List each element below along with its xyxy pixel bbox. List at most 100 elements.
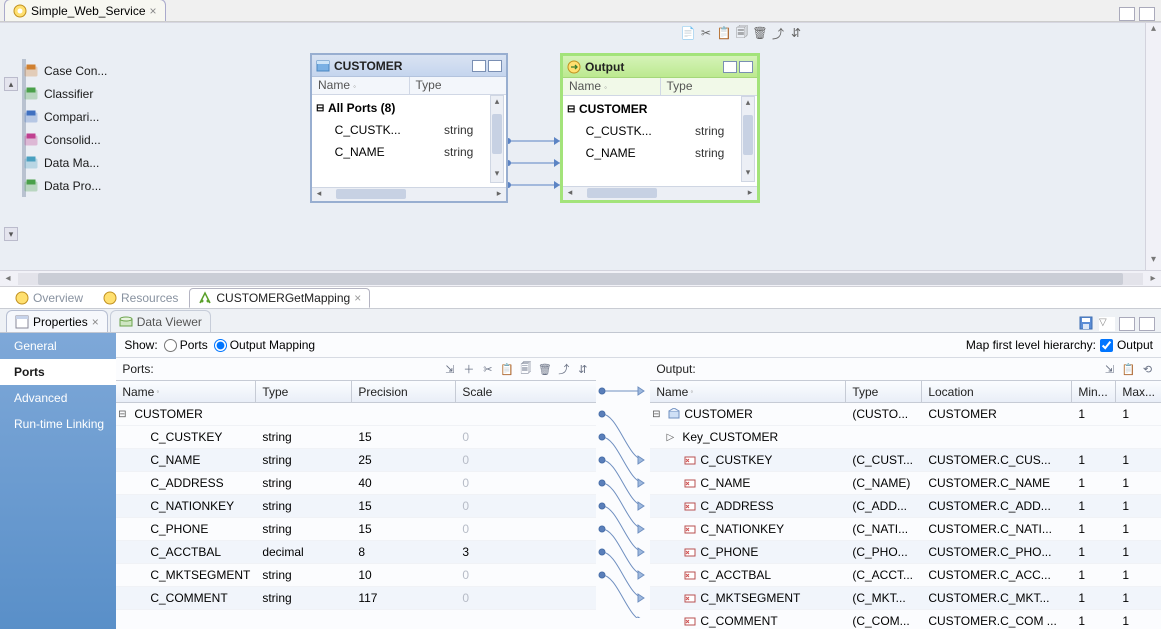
- node-col-type[interactable]: Type: [416, 78, 442, 92]
- output-col-min[interactable]: Min...: [1078, 385, 1107, 399]
- node-group-all-ports[interactable]: All Ports (8): [328, 101, 444, 115]
- node-minimize-icon[interactable]: [723, 61, 737, 73]
- node-row[interactable]: C_NAMEstring: [312, 141, 506, 163]
- canvas-toolbar-button[interactable]: ✂: [698, 25, 714, 41]
- palette-scroll-up[interactable]: ▴: [4, 77, 18, 91]
- toolbar-button[interactable]: 📋: [1121, 362, 1136, 377]
- bottom-tab[interactable]: CUSTOMERGetMapping×: [189, 288, 370, 308]
- view-tab-dataviewer[interactable]: Data Viewer: [110, 310, 211, 332]
- canvas-vscroll[interactable]: ▴▾: [1145, 23, 1161, 270]
- toolbar-button[interactable]: ✂: [480, 362, 495, 377]
- output-group-row[interactable]: ⊟ CUSTOMER (CUSTO... CUSTOMER 1 1: [650, 403, 1161, 426]
- node-vscroll[interactable]: ▴▾: [490, 95, 504, 183]
- node-row[interactable]: C_NAMEstring: [563, 142, 757, 164]
- view-minimize-button[interactable]: [1119, 317, 1135, 331]
- palette-item[interactable]: Consolid...: [20, 128, 154, 151]
- canvas-toolbar-button[interactable]: 🗑: [752, 25, 768, 41]
- ports-col-type[interactable]: Type: [262, 385, 288, 399]
- minimize-button[interactable]: [1119, 7, 1135, 21]
- toolbar-button[interactable]: ＋: [461, 362, 476, 377]
- output-row[interactable]: C_NATIONKEY(C_NATI...CUSTOMER.C_NATI...1…: [650, 518, 1161, 541]
- view-maximize-button[interactable]: [1139, 317, 1155, 331]
- close-icon[interactable]: ×: [150, 4, 157, 18]
- node-col-type[interactable]: Type: [667, 79, 693, 93]
- ports-row[interactable]: C_COMMENTstring1170: [116, 587, 596, 610]
- editor-tab-simple-web-service[interactable]: Simple_Web_Service ×: [4, 0, 166, 21]
- node-hscroll[interactable]: ◂▸: [312, 187, 506, 201]
- output-key-row[interactable]: ▷ Key_CUSTOMER: [650, 426, 1161, 449]
- props-nav-item[interactable]: Advanced: [0, 385, 116, 411]
- toolbar-button[interactable]: ⇵: [575, 362, 590, 377]
- show-output-mapping-radio[interactable]: Output Mapping: [214, 338, 315, 352]
- ports-row[interactable]: C_ACCTBALdecimal83: [116, 541, 596, 564]
- node-hscroll[interactable]: ◂▸: [563, 186, 757, 200]
- view-menu-icon[interactable]: ▽: [1099, 317, 1115, 331]
- output-col-location[interactable]: Location: [928, 385, 973, 399]
- canvas-toolbar-button[interactable]: 📄: [680, 25, 696, 41]
- output-row[interactable]: C_COMMENT(C_COM...CUSTOMER.C_COM ...11: [650, 610, 1161, 629]
- toolbar-button[interactable]: 🗑: [537, 362, 552, 377]
- canvas-toolbar-button[interactable]: 📋: [716, 25, 732, 41]
- ports-row[interactable]: C_NAMEstring250: [116, 449, 596, 472]
- toolbar-button[interactable]: ⟲: [1140, 362, 1155, 377]
- ports-row[interactable]: C_NATIONKEYstring150: [116, 495, 596, 518]
- toolbar-button[interactable]: ⇲: [442, 362, 457, 377]
- palette-item[interactable]: Data Pro...: [20, 174, 154, 197]
- props-nav-item[interactable]: Run-time Linking: [0, 411, 116, 437]
- output-col-name[interactable]: Name: [656, 385, 688, 399]
- canvas-toolbar-button[interactable]: ⤴: [770, 25, 786, 41]
- close-icon[interactable]: ×: [354, 291, 361, 305]
- ports-col-name[interactable]: Name: [122, 385, 154, 399]
- node-vscroll[interactable]: ▴▾: [741, 96, 755, 182]
- props-nav-item[interactable]: General: [0, 333, 116, 359]
- ports-group-row[interactable]: ⊟ CUSTOMER: [116, 403, 596, 426]
- palette-item[interactable]: Classifier: [20, 82, 154, 105]
- ports-row[interactable]: C_ADDRESSstring400: [116, 472, 596, 495]
- palette-item[interactable]: Compari...: [20, 105, 154, 128]
- bottom-tab[interactable]: Resources: [94, 288, 187, 308]
- palette-item[interactable]: Data Ma...: [20, 151, 154, 174]
- node-col-name[interactable]: Name: [318, 78, 350, 92]
- toolbar-button[interactable]: 🗐: [518, 362, 533, 377]
- output-row[interactable]: C_MKTSEGMENT(C_MKT...CUSTOMER.C_MKT...11: [650, 587, 1161, 610]
- ports-row[interactable]: C_MKTSEGMENTstring100: [116, 564, 596, 587]
- view-tab-properties[interactable]: Properties ×: [6, 310, 108, 332]
- output-row[interactable]: C_CUSTKEY(C_CUST...CUSTOMER.C_CUS...11: [650, 449, 1161, 472]
- canvas-main[interactable]: 📄✂📋🗐🗑⤴⇵ CUSTOMER: [160, 23, 1145, 270]
- ports-col-precision[interactable]: Precision: [358, 385, 407, 399]
- toolbar-button[interactable]: ⤴: [556, 362, 571, 377]
- palette-item[interactable]: Case Con...: [20, 59, 154, 82]
- map-hierarchy-checkbox[interactable]: [1100, 339, 1113, 352]
- props-nav-item[interactable]: Ports: [0, 359, 116, 385]
- palette-scroll-down[interactable]: ▾: [4, 227, 18, 241]
- canvas-hscroll[interactable]: ◂▸: [0, 270, 1161, 286]
- canvas-toolbar-button[interactable]: ⇵: [788, 25, 804, 41]
- ports-row[interactable]: C_PHONEstring150: [116, 518, 596, 541]
- node-maximize-icon[interactable]: [739, 61, 753, 73]
- output-row[interactable]: C_ACCTBAL(C_ACCT...CUSTOMER.C_ACC...11: [650, 564, 1161, 587]
- node-maximize-icon[interactable]: [488, 60, 502, 72]
- map-hierarchy-value: Output: [1117, 338, 1153, 352]
- node-row[interactable]: C_CUSTK...string: [312, 119, 506, 141]
- bottom-tab[interactable]: Overview: [6, 288, 92, 308]
- node-customer[interactable]: CUSTOMER Name ◦ Type ⊟All Ports (8) C_CU…: [310, 53, 508, 203]
- save-icon[interactable]: [1079, 316, 1095, 332]
- node-row[interactable]: C_CUSTK...string: [563, 120, 757, 142]
- node-group-customer[interactable]: CUSTOMER: [579, 102, 695, 116]
- node-output[interactable]: Output Name ◦ Type ⊟CUSTOMER C_CUSTK...s…: [560, 53, 760, 203]
- canvas-toolbar-button[interactable]: 🗐: [734, 25, 750, 41]
- output-row[interactable]: C_NAME(C_NAME)CUSTOMER.C_NAME11: [650, 472, 1161, 495]
- toolbar-button[interactable]: 📋: [499, 362, 514, 377]
- close-icon[interactable]: ×: [92, 315, 99, 329]
- maximize-button[interactable]: [1139, 7, 1155, 21]
- show-ports-radio[interactable]: Ports: [164, 338, 208, 352]
- output-row[interactable]: C_ADDRESS(C_ADD...CUSTOMER.C_ADD...11: [650, 495, 1161, 518]
- ports-row[interactable]: C_CUSTKEYstring150: [116, 426, 596, 449]
- output-row[interactable]: C_PHONE(C_PHO...CUSTOMER.C_PHO...11: [650, 541, 1161, 564]
- output-col-type[interactable]: Type: [852, 385, 878, 399]
- node-minimize-icon[interactable]: [472, 60, 486, 72]
- output-col-max[interactable]: Max...: [1122, 385, 1155, 399]
- ports-col-scale[interactable]: Scale: [462, 385, 492, 399]
- node-col-name[interactable]: Name: [569, 79, 601, 93]
- toolbar-button[interactable]: ⇲: [1102, 362, 1117, 377]
